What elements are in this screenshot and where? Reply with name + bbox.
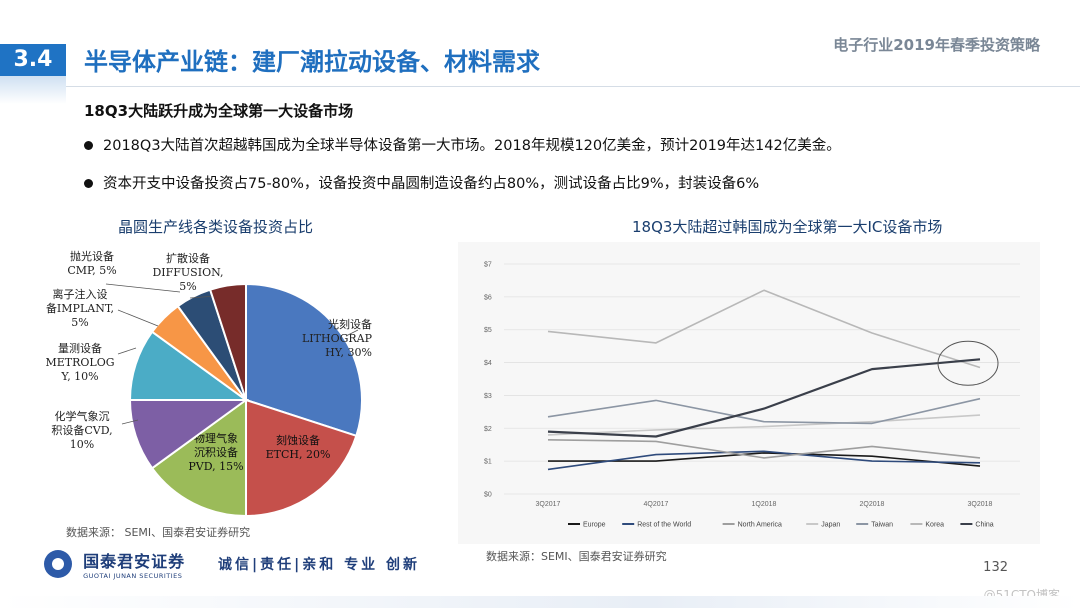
series-line [547,450,981,471]
legend-item: Europe [568,522,606,529]
y-tick-label: $7 [484,262,492,269]
pie-slice-label: 抛光设备 CMP, 5% [67,249,116,277]
x-tick-label: 2Q2018 [860,501,885,508]
series-line [547,358,981,438]
report-title: 电子行业2019年春季投资策略 [833,36,1040,54]
y-tick-label: $6 [484,294,492,301]
company-logo-text: 国泰君安证券 GUOTAI JUNAN SECURITIES [83,548,185,580]
series-line [547,439,981,459]
series-line [547,397,981,425]
x-tick-label: 3Q2018 [968,501,993,508]
y-tick-label: $0 [484,492,492,499]
x-tick-label: 1Q2018 [752,501,777,508]
pie-leader-line [345,329,359,337]
bullet-text: 资本开支中设备投资占75-80%，设备投资中晶圆制造设备约占80%，测试设备占比… [103,176,760,192]
series-line [547,414,981,436]
bullet-dot-icon [84,140,93,150]
legend-item: Rest of the World [622,522,691,529]
company-motto: 诚信|责任|亲和 专业 创新 [218,557,420,573]
pie-leader-line [117,309,159,327]
highlight-circle [937,340,999,386]
series-line [548,452,981,467]
pie-slice [128,399,250,470]
pie-slice-label: 离子注入设备IMPLANT, 5% [46,287,114,329]
legend-label: Rest of the World [637,522,691,529]
company-name-en: GUOTAI JUNAN SECURITIES [83,572,183,580]
bullet-text: 2018Q3大陆首次超越韩国成为全球半导体设备第一大市场。2018年规模120亿… [103,138,841,154]
pie-slice [245,398,358,518]
pie-leader-line [105,283,181,293]
y-tick-label: $1 [484,459,492,466]
pie-leader-line [121,419,139,425]
bullet-item: 2018Q3大陆首次超越韩国成为全球半导体设备第一大市场。2018年规模120亿… [84,134,841,155]
pie-slice [208,282,247,401]
line-chart: $0 $1 $2 $3 $4 $5 $6 $7 3Q2017 4Q2017 1Q2018 2Q2018… [484,262,1020,529]
pie-leader-line [117,347,137,355]
footer-band [0,596,1080,608]
legend-label: North America [738,522,782,529]
y-tick-label: $2 [484,426,492,433]
y-tick-label: $3 [484,393,492,400]
legend-item: Japan [806,522,840,529]
legend-label: Japan [821,522,840,529]
x-tick-label: 3Q2017 [536,501,561,508]
legend-item: North America [722,522,782,529]
title-divider [66,86,1080,87]
pie-slice [128,330,250,401]
legend-label: China [975,522,993,529]
pie-slice-label: 化学气象沉积设备CVD, 10% [51,409,112,451]
legend-item: Taiwan [856,522,893,529]
pie-slice-label: 光刻设备 LITHOGRAP HY, 30% [302,317,373,359]
legend-label: Europe [583,522,606,529]
y-tick-label: $5 [484,327,492,334]
line-chart-title: 18Q3大陆超过韩国成为全球第一大IC设备市场 [632,218,943,236]
legend-label: Taiwan [871,522,893,529]
pie-slice-label: 刻蚀设备 ETCH, 20% [266,433,331,461]
pie-chart: 光刻设备 LITHOGRAP HY, 30% 刻蚀设备 ETCH, 20% 物理气象沉积设… [45,249,373,518]
y-tick-label: $4 [484,360,492,367]
page-number: 132 [983,560,1008,575]
legend-label: Korea [925,522,944,529]
section-badge-shadow [0,76,66,104]
legend-item: China [960,522,994,529]
company-name-cn: 国泰君安证券 [83,552,186,571]
bullet-dot-icon [84,178,93,188]
pie-chart-source: 数据来源： SEMI、国泰君安证券研究 [66,526,251,539]
series-line [547,289,981,369]
pie-slice-label: 物理气象沉积设备 PVD, 15% [188,431,243,473]
content-subheading: 18Q3大陆跃升成为全球第一大设备市场 [84,102,354,120]
company-logo: 国泰君安证券 GUOTAI JUNAN SECURITIES [44,548,185,580]
pie-slice-label: 扩散设备 DIFFUSION, 5% [152,251,223,293]
pie-slice-label: 量测设备 METROLOG Y, 10% [45,341,114,383]
pie-slice [245,282,363,438]
bullet-item: 资本开支中设备投资占75-80%，设备投资中晶圆制造设备约占80%，测试设备占比… [84,172,759,193]
pie-chart-title: 晶圆生产线各类设备投资占比 [118,218,314,236]
section-number-badge: 3.4 [0,44,66,76]
pie-slice [150,398,247,518]
section-title: 半导体产业链：建厂潮拉动设备、材料需求 [84,48,540,76]
legend-item: Korea [910,522,944,529]
x-tick-label: 4Q2017 [644,501,669,508]
line-chart-source: 数据来源：SEMI、国泰君安证券研究 [486,550,667,563]
company-logo-icon [44,550,72,578]
